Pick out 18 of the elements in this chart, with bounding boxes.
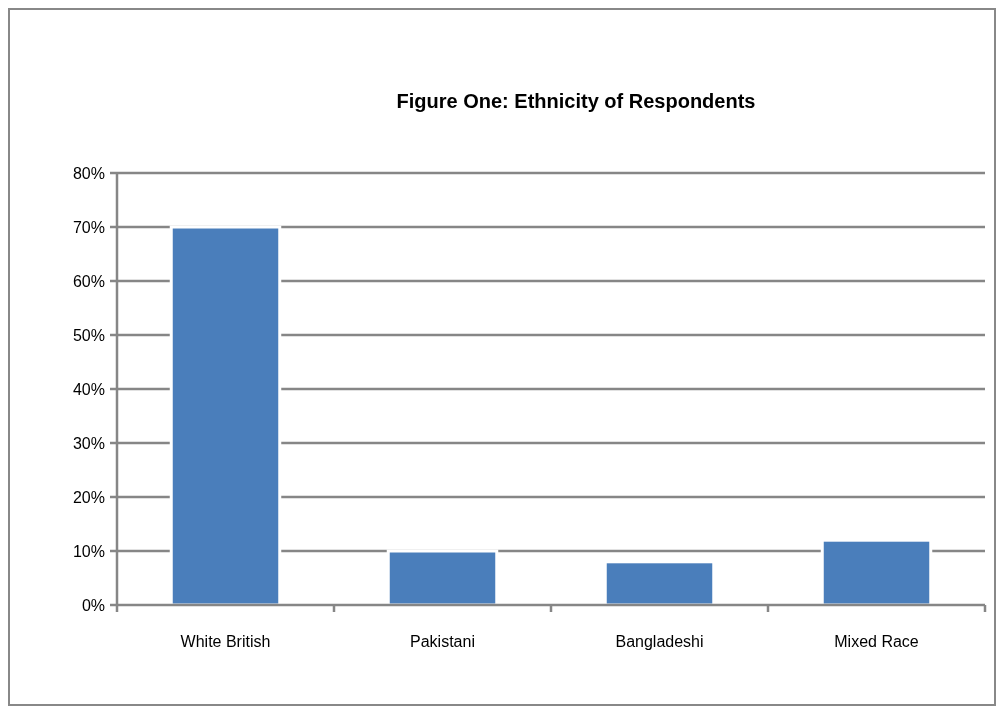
y-tick-label: 0%: [81, 596, 105, 614]
x-tick-label: Mixed Race: [834, 633, 919, 650]
y-tick-label: 10%: [72, 542, 105, 560]
bar: [169, 225, 282, 607]
x-tick-label: Bangladeshi: [615, 633, 704, 650]
x-tick-label: Pakistani: [410, 633, 475, 650]
y-tick-label: 70%: [72, 218, 105, 236]
chart-title: Figure One: Ethnicity of Respondents: [396, 90, 756, 112]
bar: [603, 560, 716, 607]
y-tick-label: 40%: [72, 380, 105, 398]
y-tick-label: 60%: [72, 272, 105, 290]
x-tick-label: White British: [180, 633, 271, 650]
y-tick-label: 30%: [72, 434, 105, 452]
bar: [386, 549, 499, 607]
y-tick-label: 50%: [72, 326, 105, 344]
y-tick-label: 20%: [72, 488, 105, 506]
bar: [820, 538, 933, 607]
y-tick-label: 80%: [72, 164, 105, 182]
